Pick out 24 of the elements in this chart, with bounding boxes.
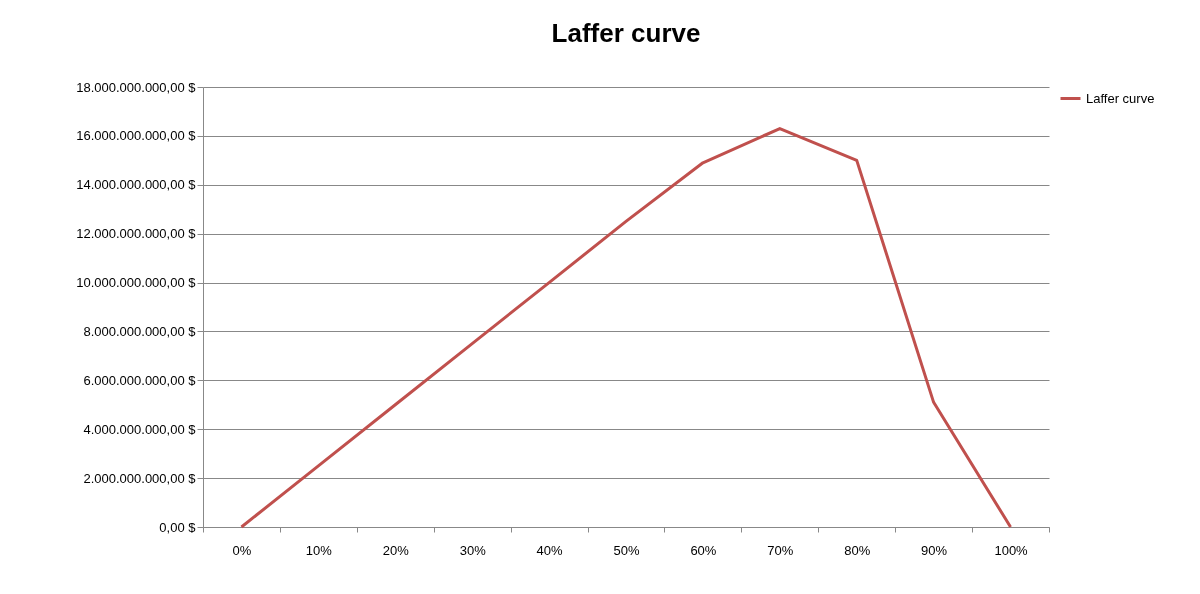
x-tick-label: 70% (767, 542, 794, 558)
legend-label: Laffer curve (1086, 90, 1155, 106)
y-tick-label: 0,00 $ (159, 519, 197, 535)
y-tick-label: 2.000.000.000,00 $ (83, 470, 197, 486)
x-tick-label: 10% (305, 542, 333, 558)
y-tick-label: 18.000.000.000,00 $ (76, 79, 197, 95)
chart-title: Laffer curve (551, 18, 701, 48)
y-tick-label: 12.000.000.000,00 $ (76, 226, 197, 242)
y-tick-label: 14.000.000.000,00 $ (76, 177, 197, 193)
y-tick-label: 10.000.000.000,00 $ (76, 275, 197, 291)
x-tick-label: 90% (921, 542, 948, 558)
x-tick-label: 60% (690, 542, 717, 558)
line-series (239, 127, 1013, 529)
x-tick-label: 50% (613, 542, 640, 558)
x-tick-label: 80% (844, 542, 871, 558)
y-tick-label: 8.000.000.000,00 $ (83, 323, 197, 339)
x-tick-label: 0% (232, 542, 252, 558)
y-tick-label: 16.000.000.000,00 $ (76, 128, 197, 144)
x-tick-label: 40% (536, 542, 564, 558)
x-tick-label: 20% (382, 542, 410, 558)
x-tick-label: 30% (459, 542, 487, 558)
y-tick-label: 4.000.000.000,00 $ (83, 421, 197, 437)
x-tick-label: 100% (994, 542, 1029, 558)
y-tick-label: 6.000.000.000,00 $ (83, 372, 197, 388)
